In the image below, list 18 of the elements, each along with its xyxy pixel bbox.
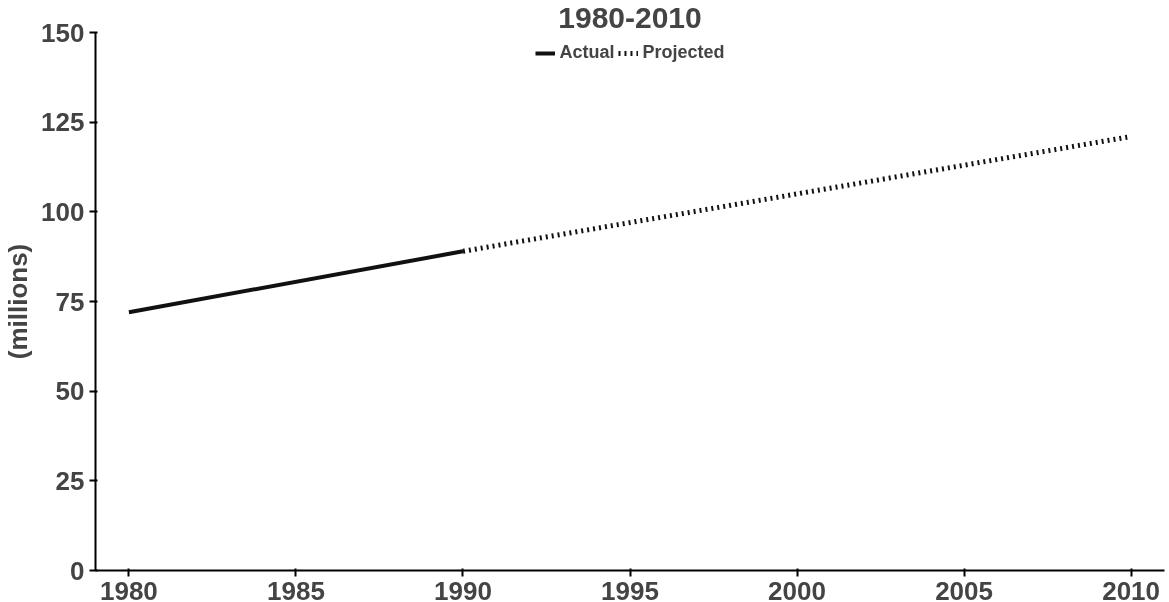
y-tick-label: 100 (41, 196, 85, 227)
legend-label: Actual (559, 42, 615, 63)
y-tick-label: 50 (55, 376, 85, 407)
y-tick-label: 75 (55, 286, 85, 317)
x-tick-label: 1980 (99, 575, 158, 602)
x-tick-label: 2005 (935, 575, 993, 602)
y-tick-label: 0 (70, 555, 85, 586)
chart-title: 1980-2010 (558, 0, 702, 34)
x-tick-label: 2010 (1102, 575, 1161, 602)
x-tick-label: 1985 (267, 575, 325, 602)
x-tick-label: 1995 (601, 575, 659, 602)
x-tick-label: 1990 (434, 575, 492, 602)
y-tick-label: 125 (41, 107, 85, 138)
x-tick-label: 2000 (768, 575, 826, 602)
y-axis-title: (millions) (3, 243, 34, 360)
y-tick-label: 150 (41, 17, 85, 48)
y-tick-label: 25 (55, 465, 85, 496)
legend-label: Projected (642, 42, 725, 63)
